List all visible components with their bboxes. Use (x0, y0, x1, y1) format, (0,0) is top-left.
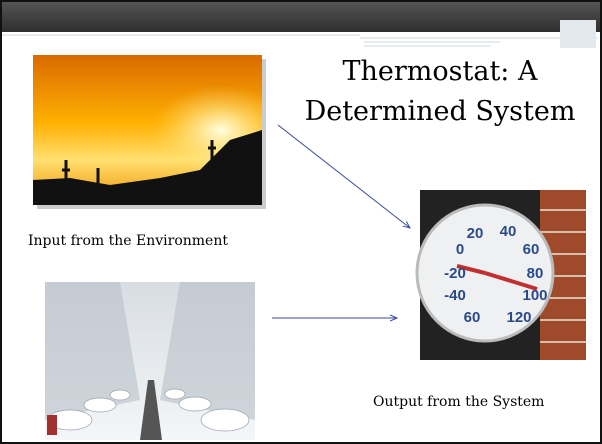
dial-label: 20 (467, 225, 484, 242)
dial-label: 100 (522, 287, 547, 304)
dial-label: 60 (523, 241, 540, 258)
dial-label: -20 (444, 265, 466, 282)
slide-title: Determined System (305, 96, 576, 127)
slide: 20 40 0 60 -20 80 -40 100 60 120 Thermostat: A De… (0, 0, 602, 444)
dial-label: -40 (444, 287, 466, 304)
dial-label: 0 (456, 241, 464, 258)
dial-label: 120 (506, 309, 531, 326)
dial-label: 80 (527, 265, 544, 282)
dial-label: 60 (464, 309, 481, 326)
output-caption: Output from the System (373, 394, 544, 410)
thermostat-image (417, 190, 586, 360)
snow-image (45, 282, 255, 440)
input-caption: Input from the Environment (28, 233, 228, 249)
slide-title: Thermostat: A (343, 56, 538, 87)
header-bar (2, 2, 600, 32)
sunset-image (33, 55, 266, 209)
dial-label: 40 (500, 223, 517, 240)
